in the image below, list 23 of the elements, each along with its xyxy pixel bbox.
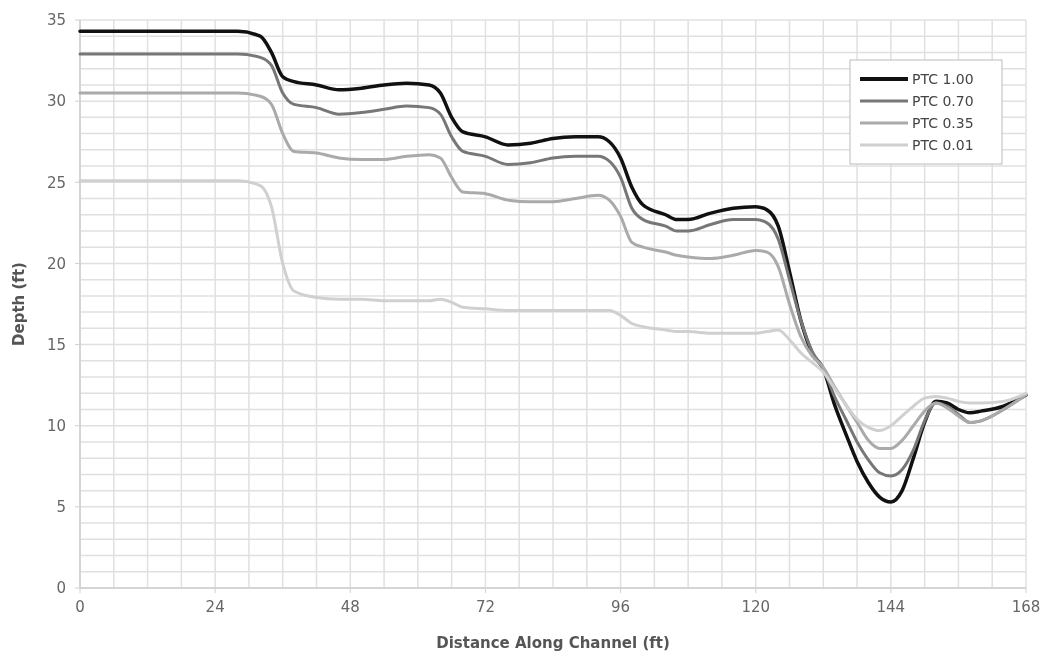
x-axis-title: Distance Along Channel (ft) <box>436 634 670 652</box>
legend-label: PTC 0.70 <box>912 92 974 109</box>
legend-label: PTC 0.35 <box>912 114 974 131</box>
x-tick-label: 168 <box>1011 598 1041 616</box>
y-tick-label: 20 <box>46 254 66 273</box>
y-tick-label: 0 <box>56 579 66 598</box>
x-tick-label: 0 <box>75 598 85 616</box>
x-tick-label: 96 <box>611 598 631 616</box>
y-tick-label: 35 <box>46 11 66 30</box>
y-tick-label: 15 <box>46 335 66 354</box>
y-tick-label: 10 <box>46 416 66 435</box>
y-tick-label: 30 <box>46 92 66 111</box>
y-tick-label: 25 <box>46 173 66 192</box>
legend-label: PTC 0.01 <box>912 136 974 153</box>
y-axis-title: Depth (ft) <box>10 262 28 346</box>
x-tick-label: 120 <box>741 598 771 616</box>
x-tick-label: 24 <box>205 598 225 616</box>
line-series <box>78 91 1028 450</box>
y-tick-label: 5 <box>56 498 66 517</box>
x-tick-label: 72 <box>475 598 495 616</box>
legend-label: PTC 1.00 <box>912 70 974 87</box>
x-tick-label: 144 <box>876 598 906 616</box>
x-tick-label: 48 <box>340 598 360 616</box>
